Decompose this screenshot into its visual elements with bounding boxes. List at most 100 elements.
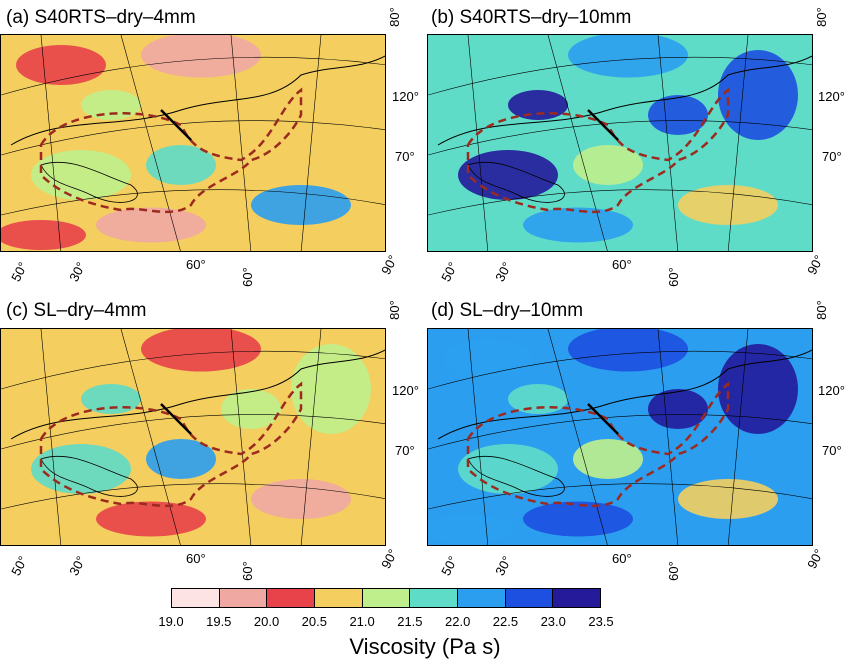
panel-title: (a) S40RTS–dry–4mm <box>6 7 196 28</box>
viscosity-region <box>573 145 643 185</box>
colorbar-segment <box>219 589 268 607</box>
graticule-line <box>428 414 812 450</box>
panel-title: (d) SL–dry–10mm <box>431 300 584 321</box>
profile-line <box>160 109 192 141</box>
lat-label: 70° <box>822 149 842 164</box>
lon-label: 80° <box>386 7 402 27</box>
graticule-line <box>428 483 812 510</box>
colorbar-tick-label: 23.5 <box>588 614 614 629</box>
colorbar-segment <box>315 589 363 607</box>
lon-label: 60° <box>239 561 255 581</box>
colorbar-tick-label: 19.0 <box>158 614 184 629</box>
viscosity-region <box>523 207 633 243</box>
region-boundary <box>466 87 730 214</box>
viscosity-region <box>568 329 688 372</box>
region-boundary <box>466 381 730 508</box>
lon-label: 50° <box>438 259 461 284</box>
viscosity-region <box>428 514 513 544</box>
lon-label: 60° <box>612 551 632 566</box>
graticule-line <box>120 35 181 251</box>
lon-label: 80° <box>813 300 829 320</box>
lon-label: 60° <box>665 561 681 581</box>
colorbar-tick-label: 23.0 <box>540 614 566 629</box>
viscosity-region <box>251 479 351 519</box>
map-panel-svg <box>1 329 385 545</box>
viscosity-region <box>31 444 131 494</box>
viscosity-region <box>16 45 106 85</box>
lat-label: 120° <box>392 383 419 398</box>
graticule-line <box>428 189 812 216</box>
coastline <box>437 55 812 146</box>
viscosity-region <box>678 479 778 519</box>
viscosity-region <box>146 439 216 479</box>
graticule-line <box>230 329 252 545</box>
viscosity-region <box>458 150 558 200</box>
panel-title: (c) SL–dry–4mm <box>6 300 147 321</box>
lat-label: 70° <box>822 443 842 458</box>
lon-label: 90° <box>378 546 401 571</box>
viscosity-region <box>141 329 261 372</box>
colorbar-tick-label: 22.0 <box>445 614 471 629</box>
graticule-line <box>547 329 608 545</box>
graticule-line <box>428 350 812 390</box>
viscosity-region <box>141 35 261 78</box>
lon-label: 60° <box>612 257 632 272</box>
viscosity-region <box>573 439 643 479</box>
profile-line <box>587 109 619 141</box>
colorbar-tick-label: 20.0 <box>253 614 280 629</box>
lon-label: 80° <box>386 300 402 320</box>
viscosity-region <box>678 185 778 225</box>
region-boundary <box>39 87 303 214</box>
coastline <box>467 161 565 203</box>
viscosity-region <box>16 339 106 379</box>
graticule-line <box>467 329 489 545</box>
graticule-line <box>1 414 385 450</box>
graticule-line <box>657 329 679 545</box>
graticule-line <box>230 35 252 251</box>
graticule-line <box>1 483 385 510</box>
lon-label: 60° <box>186 551 206 566</box>
lon-label: 30° <box>66 259 89 284</box>
viscosity-region <box>96 207 206 243</box>
viscosity-region <box>443 45 533 85</box>
profile-line <box>587 403 619 435</box>
colorbar <box>171 588 601 608</box>
graticule-line <box>1 189 385 216</box>
map-panel-svg <box>428 329 812 545</box>
lon-label: 60° <box>239 267 255 287</box>
map-panel <box>0 34 386 252</box>
lon-label: 50° <box>8 553 31 578</box>
lon-label: 90° <box>378 252 401 277</box>
colorbar-segment <box>458 589 506 607</box>
colorbar-segment <box>172 589 220 607</box>
coastline <box>40 455 138 497</box>
lon-label: 80° <box>813 7 829 27</box>
graticule-line <box>1 56 385 96</box>
lon-label: 30° <box>492 259 515 284</box>
panel-title: (b) S40RTS–dry–10mm <box>431 7 632 28</box>
map-panel <box>0 328 386 546</box>
coastline <box>10 349 385 440</box>
lat-label: 120° <box>818 383 845 398</box>
viscosity-region <box>568 35 688 78</box>
viscosity-region <box>221 389 281 429</box>
viscosity-region <box>648 95 708 135</box>
lon-label: 60° <box>665 267 681 287</box>
lon-label: 90° <box>804 252 827 277</box>
graticule-line <box>40 329 62 545</box>
lat-label: 120° <box>818 89 845 104</box>
graticule-line <box>657 35 679 251</box>
graticule-line <box>1 350 385 390</box>
graticule-line <box>120 329 181 545</box>
colorbar-tick-label: 20.5 <box>301 614 327 629</box>
viscosity-region <box>221 95 281 135</box>
viscosity-region <box>523 501 633 537</box>
lon-label: 50° <box>438 553 461 578</box>
colorbar-tick-label: 22.5 <box>492 614 519 629</box>
graticule-line <box>547 35 608 251</box>
viscosity-region <box>31 150 131 200</box>
viscosity-region <box>648 389 708 429</box>
colorbar-tick-label: 21.0 <box>349 614 375 629</box>
region-boundary <box>39 381 303 508</box>
lon-label: 60° <box>186 257 206 272</box>
